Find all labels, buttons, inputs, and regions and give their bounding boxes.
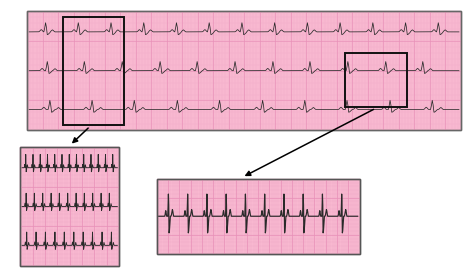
Bar [20, 147, 119, 266]
Bar [20, 147, 119, 266]
Bar [63, 17, 124, 125]
Bar [27, 11, 461, 130]
Bar [27, 11, 461, 130]
Bar [346, 53, 407, 107]
Bar [157, 179, 359, 254]
Bar [157, 179, 359, 254]
